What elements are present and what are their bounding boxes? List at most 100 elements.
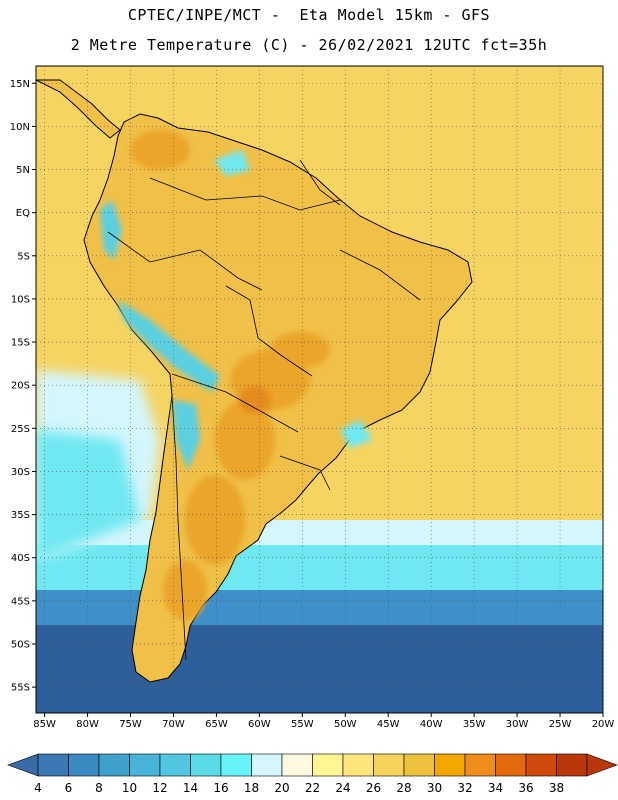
temperature-field [36,66,603,713]
lat-label: 55S [11,683,30,694]
lat-label: 25S [11,424,30,435]
lon-label: 30W [506,719,529,730]
andes-chile-cool [172,400,200,470]
colorbar-swatch [464,753,496,777]
lon-label: 45W [377,719,400,730]
serra-do-mar-cool [340,420,372,448]
lat-label: 15S [11,338,30,349]
map-title-line-1: CPTEC/INPE/MCT - Eta Model 15km - GFS [127,6,491,24]
hot-patch-central-argentina [185,475,245,565]
plot-frame [35,65,604,714]
lon-label: 55W [291,719,314,730]
pacific-cyan-water [36,430,140,560]
colorbar-left-arrow [7,753,39,777]
colorbar-swatch [403,753,435,777]
colorbar-level-label: 8 [95,781,103,795]
colorbar-level-label: 32 [457,781,472,795]
lon-label: 20W [592,719,615,730]
lat-label: 30S [11,467,30,478]
lon-label: 60W [248,719,271,730]
colorbar-level-label: 16 [213,781,228,795]
hot-patch-colombia [130,130,190,170]
colorbar-level-label: 4 [34,781,42,795]
colorbar-swatch [159,753,191,777]
colorbar-level-label: 26 [366,781,381,795]
hot-patch-pantanal [270,332,330,368]
colorbar-swatch [342,753,374,777]
lon-label: 70W [162,719,185,730]
graticule [32,66,604,717]
colorbar-level-label: 30 [427,781,442,795]
lat-label: 10S [11,294,30,305]
colorbar-swatch [98,753,130,777]
colorbar-level-label: 14 [183,781,198,795]
guiana-highlands-cool [214,150,250,176]
lon-label: 50W [334,719,357,730]
border-brazil-states [339,249,421,301]
colorbar-swatch [37,753,69,777]
lat-label: 5N [16,165,30,176]
colorbar-swatch [281,753,313,777]
hot-patch-patagonia [163,560,207,620]
colorbar-swatch [68,753,100,777]
colorbar-swatch [251,753,283,777]
lat-label: 10N [10,122,30,133]
colorbar-level-label: 20 [274,781,289,795]
border-amazon-north [149,177,341,211]
andes-peru-bolivia-cool [118,300,220,392]
colorbar-swatch [373,753,405,777]
colorbar-level-label: 18 [244,781,259,795]
lat-label: 50S [11,639,30,650]
colorbar-level-label: 38 [549,781,564,795]
colorbar-level-label: 28 [396,781,411,795]
border-bolivia [225,285,313,377]
ocean-cyan-band [36,545,603,590]
border-guianas [299,159,341,206]
colorbar-level-label: 22 [305,781,320,795]
lat-label: 40S [11,553,30,564]
colorbar-level-label: 12 [152,781,167,795]
colorbar-level-label: 10 [122,781,137,795]
longitude-labels: 85W 80W 75W 70W 65W 60W 55W 50W 45W 40W 35W 30W 25W 2… [33,719,614,730]
border-paraguay-argentina [171,373,299,433]
colorbar-swatch [129,753,161,777]
colorbar-swatch [434,753,466,777]
lon-label: 35W [463,719,486,730]
colorbar-right-arrow [586,753,618,777]
colorbar-level-label: 24 [335,781,350,795]
colorbar-level-label: 6 [65,781,73,795]
lat-label: 5S [17,251,30,262]
central-america-land [36,79,121,139]
lat-label: 15N [10,79,30,90]
colorbar-level-label: 36 [518,781,533,795]
lat-label: 45S [11,596,30,607]
lat-label: EQ [16,208,30,219]
map-title-line-2: 2 Metre Temperature (C) - 26/02/2021 12U… [70,36,548,54]
lon-label: 65W [205,719,228,730]
colorbar-swatch [220,753,252,777]
andes-ecuador-cool [100,200,122,260]
colorbar-level-label: 34 [488,781,503,795]
ocean-deep-band [36,625,603,713]
lon-label: 85W [33,719,56,730]
latitude-labels: 15N 10N 5N EQ 5S 10S 15S 20S 25S 30S 35S 40S 45S 50S 5… [10,79,30,694]
hot-patch-north-argentina [215,400,275,480]
lon-label: 75W [119,719,142,730]
lon-label: 40W [420,719,443,730]
ocean-mid-band [36,590,603,630]
border-peru-brazil [107,231,263,291]
colorbar-swatch [190,753,222,777]
colorbar-swatch [556,753,588,777]
lon-label: 25W [549,719,572,730]
colorbar-swatch [525,753,557,777]
colorbar-swatch [312,753,344,777]
border-chile-argentina [171,395,187,661]
country-borders [107,159,421,661]
lat-label: 35S [11,510,30,521]
lat-label: 20S [11,381,30,392]
temperature-colorbar: 4 6 8 10 12 14 16 18 20 22 24 26 28 30 32 34 36 38 [7,753,618,795]
lon-label: 80W [76,719,99,730]
hotter-patch-chaco [239,386,271,414]
colorbar-swatch [495,753,527,777]
